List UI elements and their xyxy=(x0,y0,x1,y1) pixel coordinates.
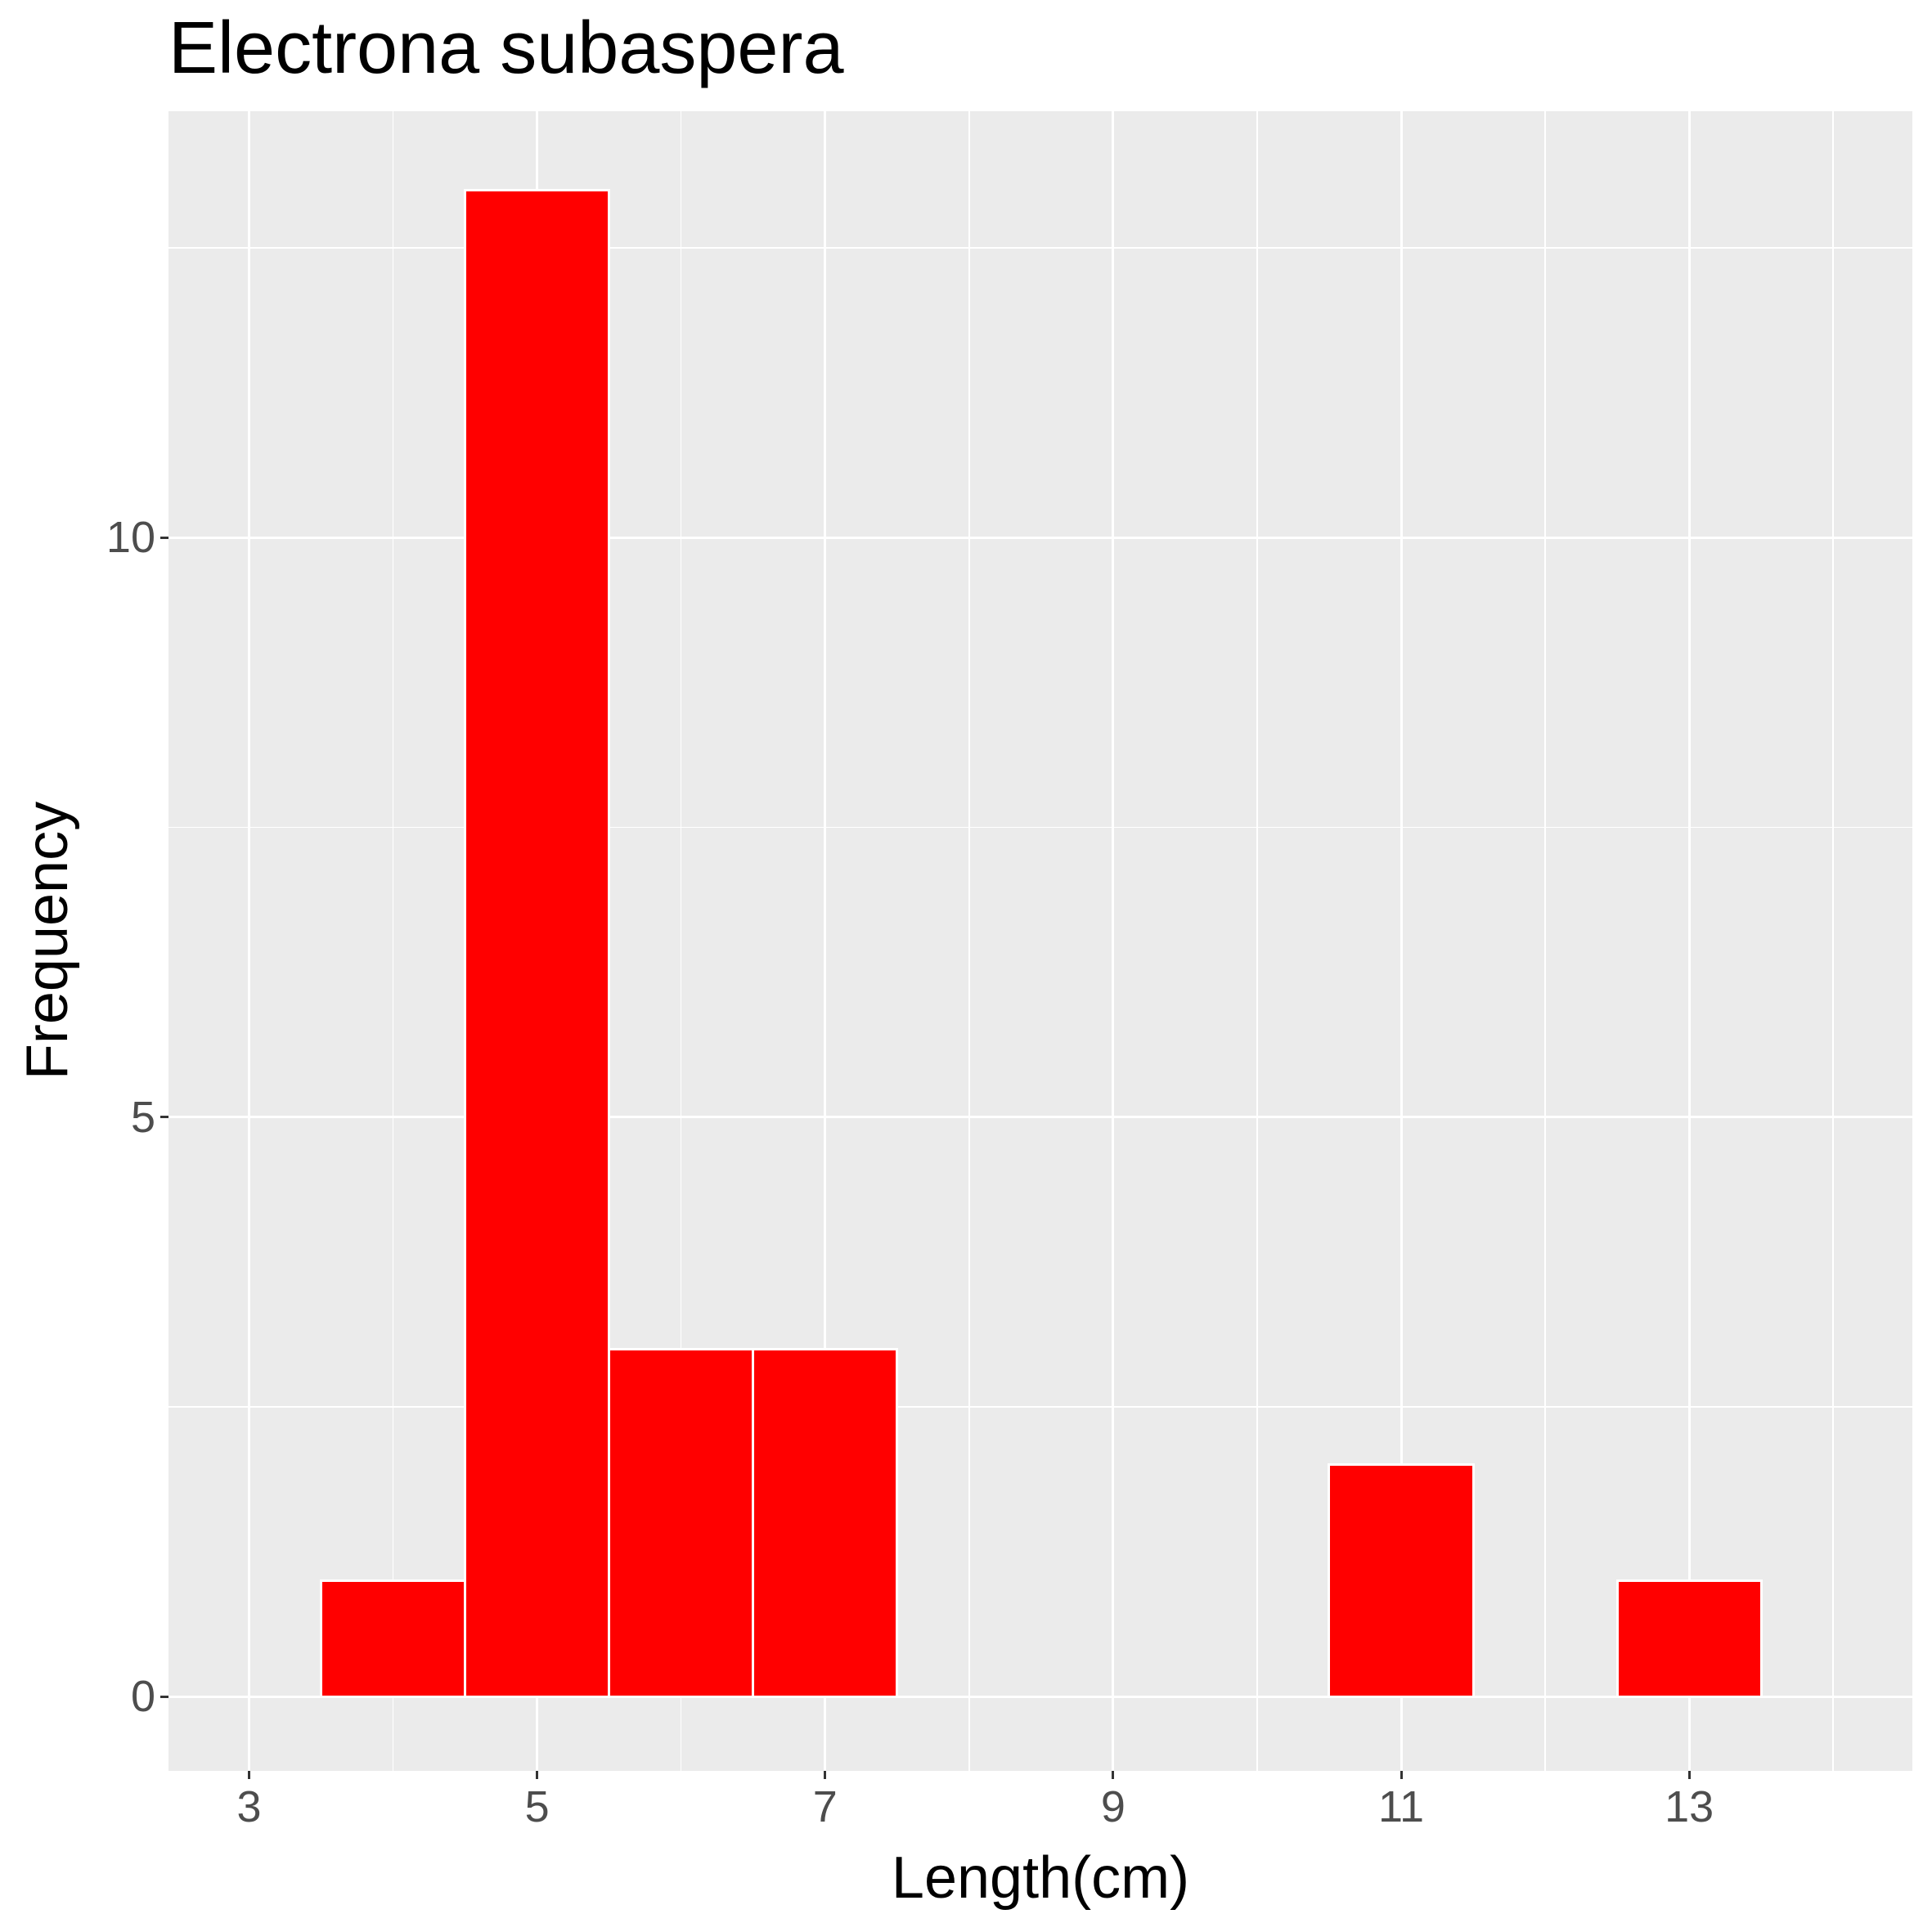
y-minor-gridline xyxy=(168,826,1912,829)
y-axis-label: Frequency xyxy=(15,801,80,1081)
x-major-gridline xyxy=(824,111,827,1771)
histogram-bar xyxy=(752,1347,899,1698)
histogram-bar xyxy=(1615,1579,1763,1698)
x-tick-label: 7 xyxy=(812,1782,838,1831)
histogram-bar xyxy=(320,1579,467,1698)
x-tick-label: 13 xyxy=(1665,1782,1714,1831)
x-minor-gridline xyxy=(392,111,394,1771)
x-tick-mark xyxy=(1400,1771,1403,1779)
y-tick-mark xyxy=(160,536,168,539)
x-minor-gridline xyxy=(1256,111,1258,1771)
x-minor-gridline xyxy=(680,111,682,1771)
histogram-bar xyxy=(464,188,611,1698)
y-major-gridline xyxy=(168,1695,1912,1698)
x-major-gridline xyxy=(1112,111,1115,1771)
x-tick-label: 5 xyxy=(524,1782,550,1831)
x-tick-mark xyxy=(1687,1771,1691,1779)
x-axis-label: Length(cm) xyxy=(891,1845,1190,1911)
x-tick-mark xyxy=(1112,1771,1115,1779)
y-major-gridline xyxy=(168,536,1912,539)
x-tick-mark xyxy=(248,1771,251,1779)
x-minor-gridline xyxy=(1544,111,1546,1771)
y-tick-label: 5 xyxy=(130,1092,155,1142)
x-tick-label: 3 xyxy=(236,1782,262,1831)
histogram-bar xyxy=(608,1347,755,1698)
x-tick-label: 11 xyxy=(1377,1782,1425,1831)
x-tick-mark xyxy=(536,1771,539,1779)
x-minor-gridline xyxy=(968,111,970,1771)
y-tick-mark xyxy=(160,1695,168,1698)
x-major-gridline xyxy=(1687,111,1691,1771)
y-tick-label: 0 xyxy=(130,1672,155,1722)
plot-panel xyxy=(168,111,1912,1771)
y-tick-mark xyxy=(160,1116,168,1119)
x-major-gridline xyxy=(248,111,251,1771)
x-major-gridline xyxy=(1400,111,1403,1771)
histogram-bar xyxy=(1328,1463,1475,1698)
y-major-gridline xyxy=(168,1116,1912,1119)
x-tick-label: 9 xyxy=(1100,1782,1126,1831)
chart-title: Electrona subaspera xyxy=(168,7,844,89)
y-minor-gridline xyxy=(168,247,1912,249)
x-minor-gridline xyxy=(1832,111,1834,1771)
y-tick-label: 10 xyxy=(106,513,155,563)
y-minor-gridline xyxy=(168,1406,1912,1408)
x-tick-mark xyxy=(824,1771,827,1779)
